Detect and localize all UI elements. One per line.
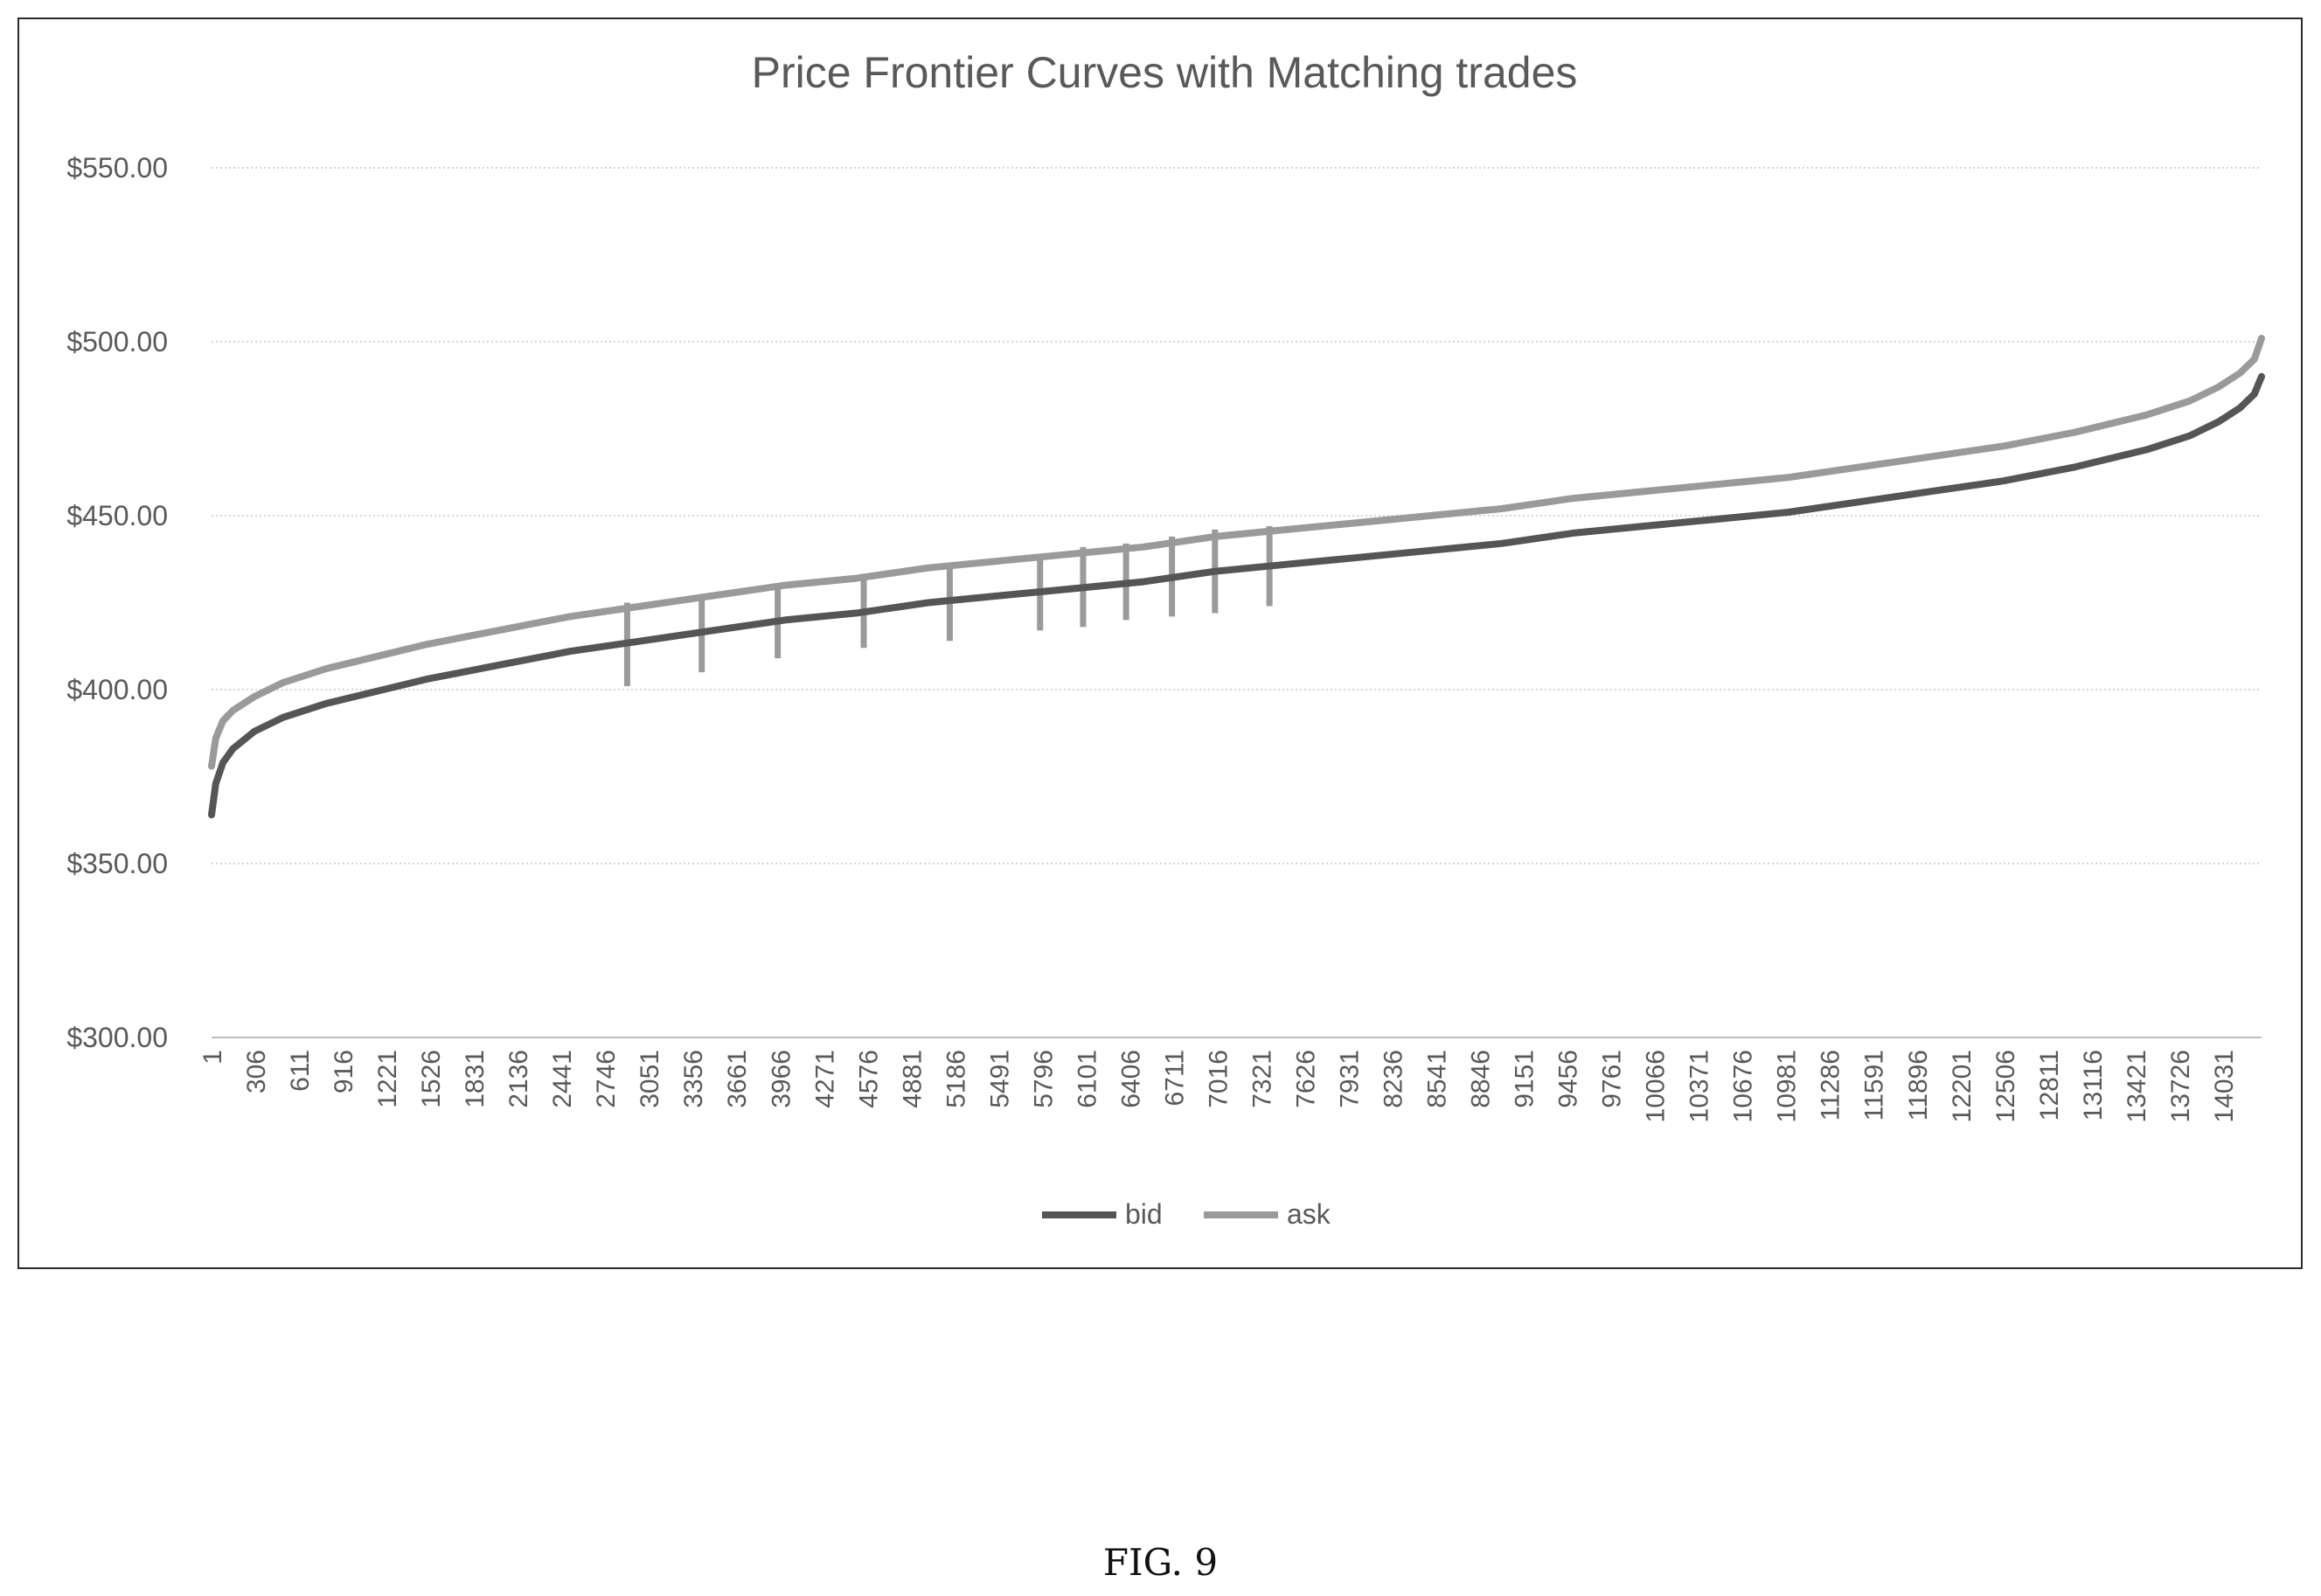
x-tick-label: 6406 [1116,1050,1145,1108]
series-line-bid [208,372,2265,819]
y-tick-label: $350.00 [66,848,168,879]
x-tick-label: 916 [330,1050,358,1093]
x-tick-label: 7626 [1291,1050,1320,1108]
chart-title: Price Frontier Curves with Matching trad… [752,48,1578,97]
x-tick-label: 12811 [2035,1050,2064,1121]
x-tick-label: 3051 [636,1050,664,1108]
x-tick-label: 1831 [461,1050,490,1108]
x-tick-label: 10066 [1642,1050,1671,1122]
x-tick-label: 5491 [985,1050,1014,1108]
x-tick-label: 7931 [1336,1050,1365,1108]
x-tick-label: 3966 [767,1050,796,1108]
x-tick-label: 1526 [417,1050,446,1108]
legend: bid ask [1042,1198,1331,1230]
x-tick-label: 13116 [2079,1050,2108,1121]
y-tick-label: $400.00 [66,674,168,705]
x-tick-label: 5186 [942,1050,970,1108]
x-tick-label: 2441 [548,1050,577,1108]
x-tick-label: 1 [198,1050,227,1065]
x-tick-label: 306 [242,1050,271,1093]
x-tick-label: 7321 [1247,1050,1276,1108]
x-tick-label: 4881 [898,1050,927,1108]
x-tick-label: 10371 [1685,1050,1714,1122]
x-tick-label: 1221 [373,1050,402,1108]
x-tick-label: 9151 [1511,1050,1539,1108]
x-tick-label: 2746 [592,1050,621,1108]
axis-labels: $300.00 $350.00 $400.00 $450.00 $500.00 $550.… [66,152,2239,1122]
x-tick-label: 11591 [1860,1050,1889,1121]
y-tick-label: $300.00 [66,1022,168,1053]
x-tick-label: 2136 [504,1050,533,1108]
legend-label-bid: bid [1125,1198,1163,1230]
x-tick-label: 14031 [2210,1050,2239,1122]
x-tick-label: 13421 [2123,1050,2151,1122]
x-tick-label: 7016 [1204,1050,1233,1108]
x-tick-label: 8846 [1467,1050,1496,1108]
figure-caption: FIG. 9 [1102,1541,1219,1584]
x-tick-label: 10981 [1773,1050,1802,1122]
x-tick-label: 4576 [854,1050,883,1108]
x-tick-label: 12506 [1991,1050,2020,1122]
x-tick-label: 8541 [1423,1050,1452,1108]
x-tick-label: 6101 [1073,1050,1101,1108]
x-tick-label: 9456 [1554,1050,1583,1108]
matching-trades [623,525,1273,687]
x-tick-label: 11286 [1817,1050,1845,1121]
x-tick-label: 5796 [1029,1050,1058,1108]
y-tick-label: $550.00 [66,152,168,184]
chart-frame: $300.00 $350.00 $400.00 $450.00 $500.00 $550.… [17,17,2303,1269]
series-line-ask [208,335,2265,770]
series-lines [208,335,2265,819]
x-tick-label: 10676 [1729,1050,1758,1122]
gridlines [212,167,2262,864]
x-tick-label: 11896 [1904,1050,1933,1121]
x-tick-label: 12201 [1948,1050,1977,1122]
price-frontier-chart: $300.00 $350.00 $400.00 $450.00 $500.00 $550.… [66,48,2265,1230]
legend-label-ask: ask [1287,1198,1331,1230]
x-tick-label: 3356 [679,1050,708,1108]
x-tick-label: 8236 [1379,1050,1408,1108]
x-tick-label: 611 [286,1050,315,1092]
x-tick-label: 4271 [810,1050,839,1108]
y-tick-label: $500.00 [66,326,168,357]
x-tick-label: 3661 [723,1050,752,1108]
x-tick-label: 13726 [2166,1050,2195,1122]
x-tick-label: 6711 [1160,1050,1189,1107]
y-tick-label: $450.00 [66,500,168,531]
x-tick-label: 9761 [1598,1050,1627,1108]
